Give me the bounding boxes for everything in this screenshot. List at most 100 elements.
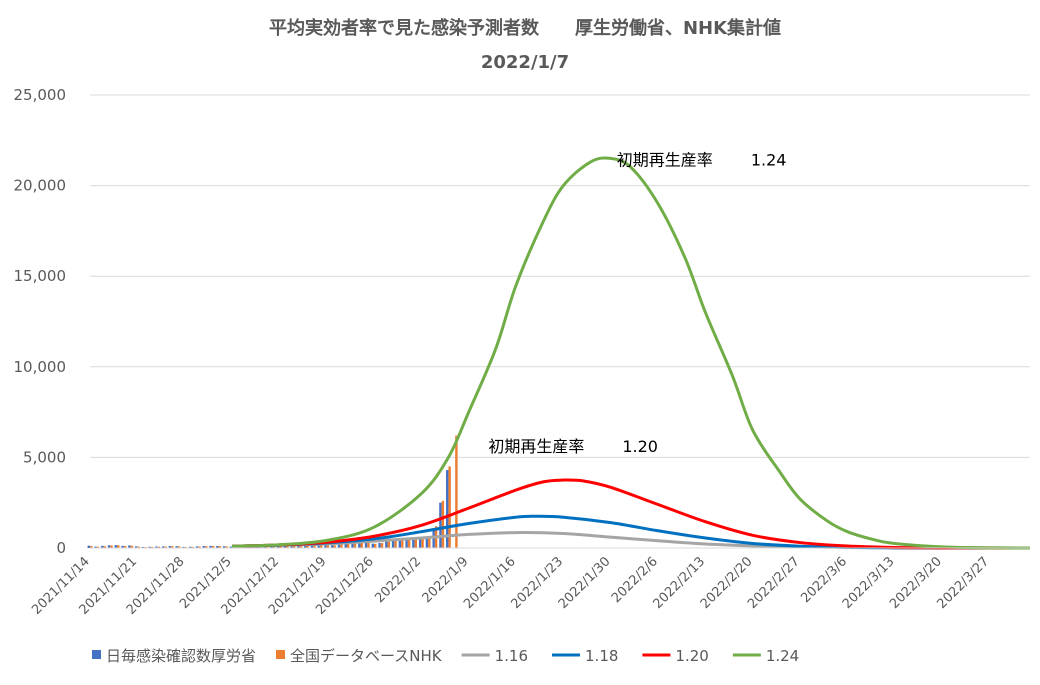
bar (101, 545, 104, 548)
bar (401, 540, 404, 548)
bar (204, 546, 208, 548)
bar (337, 544, 341, 548)
legend-swatch (276, 650, 286, 659)
bar (182, 546, 185, 548)
bar (351, 542, 354, 548)
bar (276, 546, 280, 548)
bar (297, 545, 300, 548)
bar (340, 544, 343, 548)
bar (398, 540, 402, 548)
bar (123, 546, 127, 548)
bar (385, 541, 388, 548)
bar (313, 544, 316, 548)
bar (412, 538, 415, 548)
bar (414, 538, 418, 548)
series-line (231, 478, 1031, 550)
bar (394, 540, 397, 548)
bar (164, 546, 167, 548)
bar (171, 546, 174, 548)
x-axis-ticks: 2021/11/142021/11/212021/11/282021/12/52… (29, 554, 992, 618)
bar (134, 546, 138, 548)
bar (107, 545, 111, 548)
bar (225, 546, 228, 548)
bar (445, 470, 449, 548)
bar (96, 546, 100, 548)
bar (137, 546, 140, 548)
bar (324, 545, 327, 548)
series-line (231, 156, 1031, 550)
bar (439, 502, 442, 548)
bar (387, 541, 390, 548)
bar (110, 545, 113, 548)
bar (428, 537, 431, 548)
annotation-value: 1.20 (622, 437, 658, 456)
legend-label: 1.18 (585, 647, 618, 665)
y-tick-label: 10,000 (14, 358, 67, 376)
grid-layer (90, 94, 1030, 458)
annotation-label: 初期再生産率 (488, 437, 584, 456)
bar (360, 542, 363, 548)
chart-subtitle: 2022/1/7 (481, 52, 569, 73)
bar (150, 546, 154, 548)
bar (175, 546, 178, 548)
bar (121, 545, 124, 548)
bar (216, 546, 219, 548)
bar (141, 546, 145, 548)
annotation-layer: 初期再生産率 1.24 初期再生産率 1.20 (488, 151, 786, 456)
bar (157, 546, 161, 548)
legend-label: 全国データベースNHK (290, 647, 443, 665)
bar (407, 539, 411, 548)
x-tick-label: 2022/3/27 (935, 554, 993, 612)
bar (90, 546, 93, 548)
bar (130, 545, 134, 548)
y-tick-label: 25,000 (14, 86, 67, 104)
chart-title: 平均実効者率で見た感染予測者数 厚生労働省、NHK集計値 (269, 17, 781, 39)
bar (364, 542, 368, 548)
legend-label: 1.16 (495, 647, 528, 665)
bar (198, 546, 201, 548)
bar (290, 545, 293, 548)
bar (367, 542, 370, 548)
bar (103, 546, 106, 548)
bar (211, 546, 215, 548)
x-tick-label: 2022/1/2 (372, 554, 424, 606)
legend-label: 日毎感染確認数厚労省 (106, 647, 256, 665)
bar (371, 543, 375, 548)
bar (333, 545, 336, 548)
bar (286, 546, 289, 548)
bar (155, 546, 158, 548)
legend: 日毎感染確認数厚労省 全国データベースNHK 1.16 1.18 1.20 1.24 (92, 647, 799, 665)
bar (229, 546, 233, 548)
bar (358, 542, 361, 548)
bar (283, 546, 287, 548)
bar (448, 466, 451, 548)
bar (161, 546, 165, 548)
bar (421, 538, 424, 548)
bar (218, 546, 221, 548)
bar (279, 546, 282, 548)
bar (114, 545, 118, 548)
y-axis-ticks: 0 5,000 10,000 15,000 20,000 25,000 (14, 86, 67, 557)
bar (189, 546, 192, 548)
bar (117, 545, 120, 548)
bar (378, 542, 381, 548)
legend-label: 1.20 (675, 647, 708, 665)
bar (299, 545, 303, 548)
bar (177, 546, 181, 548)
bar (353, 543, 357, 548)
bar (202, 546, 205, 548)
annotation-value: 1.24 (751, 151, 787, 170)
y-tick-label: 5,000 (23, 448, 66, 466)
legend-swatch (92, 650, 101, 659)
y-tick-label: 20,000 (14, 177, 67, 195)
legend-label: 1.24 (766, 647, 799, 665)
bar (455, 435, 458, 548)
bar (374, 543, 377, 548)
y-tick-label: 0 (56, 539, 66, 557)
bar (326, 545, 330, 548)
bar (380, 543, 384, 548)
bar (317, 544, 320, 548)
bar (222, 546, 226, 548)
